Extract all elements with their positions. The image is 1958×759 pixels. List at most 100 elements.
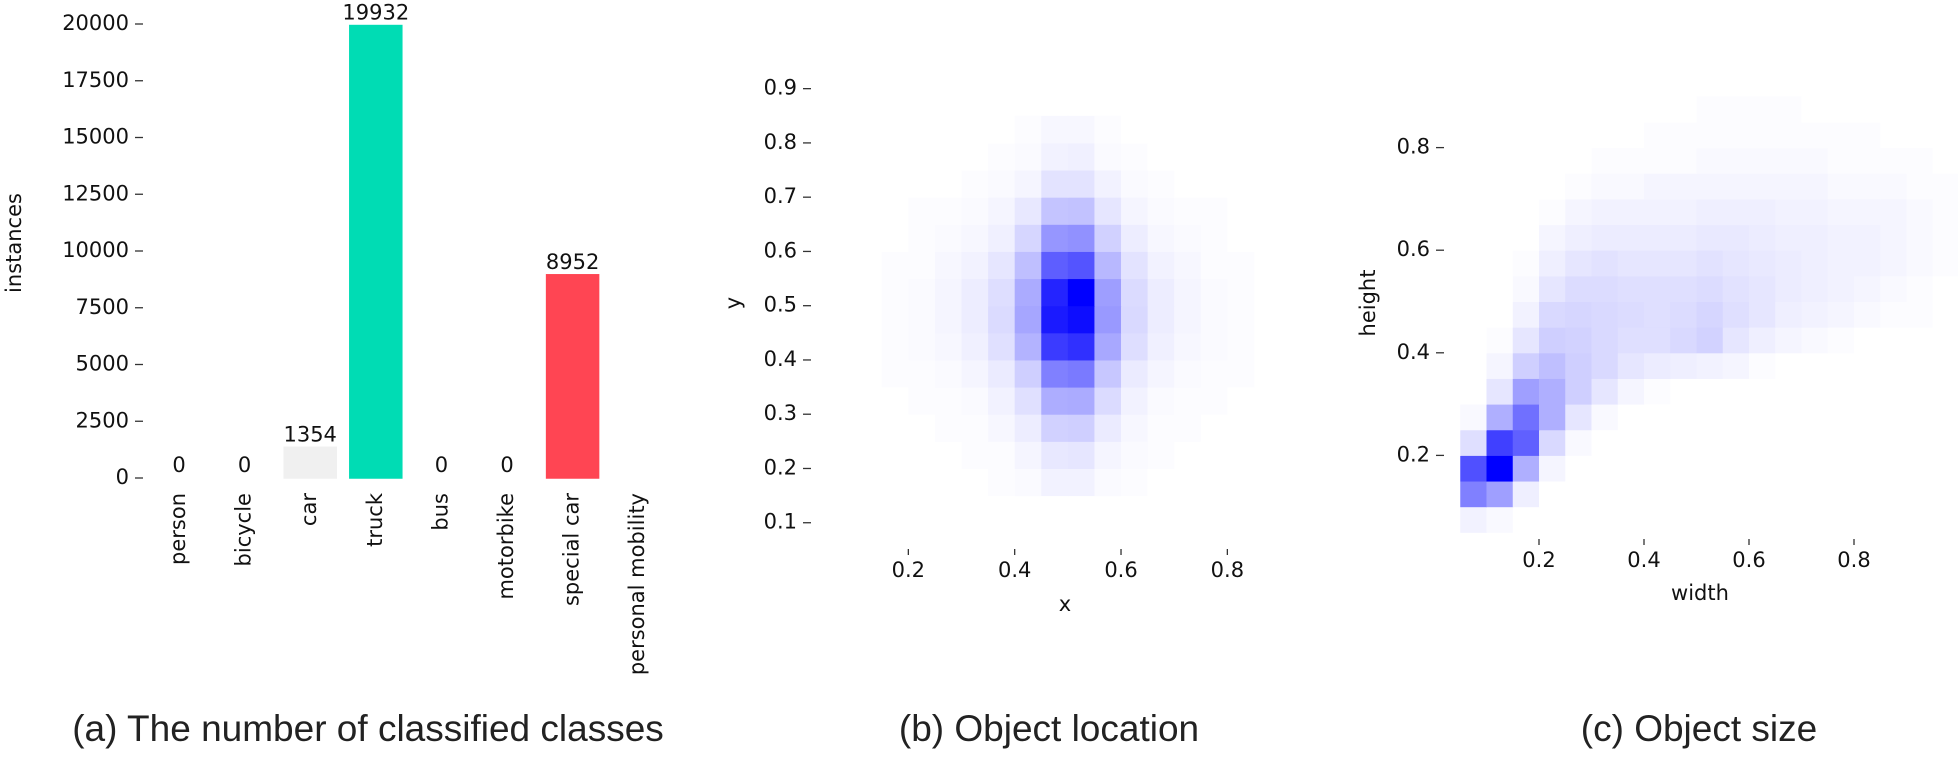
heat-cell (1880, 404, 1907, 431)
y-tick-label: 0.8 (1397, 135, 1430, 159)
heat-cell (1147, 468, 1175, 497)
heat-cell (934, 197, 963, 225)
heat-cell (1094, 224, 1122, 252)
heat-cell (1512, 404, 1540, 431)
heat-cell (1434, 250, 1461, 277)
heat-cell (1434, 147, 1461, 174)
heat-cell (1749, 301, 1776, 328)
heat-cell (1801, 147, 1829, 174)
heat-cell (1827, 378, 1855, 405)
heat-cell (1854, 173, 1881, 200)
heat-cell (1147, 224, 1175, 252)
heat-cell (1591, 250, 1619, 277)
heat-cell (1041, 197, 1069, 225)
heat-cell (1854, 275, 1881, 302)
heat-cell (1880, 275, 1907, 302)
heat-cell (934, 305, 963, 334)
heat-cell (1591, 378, 1619, 405)
heat-cell (1617, 378, 1645, 405)
heat-cell (1906, 327, 1934, 354)
heat-cell (934, 414, 963, 442)
heat-cell (881, 387, 909, 415)
heat-cell (1670, 506, 1697, 533)
heat-cell (1227, 332, 1255, 361)
heat-cell (908, 468, 936, 497)
heat-cell (1854, 404, 1881, 431)
heat-cell (1434, 121, 1461, 149)
heat-cell (1827, 198, 1855, 226)
heat-cell (881, 142, 909, 171)
heat-cell (1200, 170, 1228, 198)
heat-cell (1014, 468, 1042, 497)
heat-cell (934, 224, 963, 252)
heat-cell (1827, 429, 1855, 456)
heat-cell (1094, 115, 1122, 144)
heat-cell (1775, 429, 1802, 456)
heat-cell (1460, 506, 1487, 533)
caption: (a) The number of classified classes (72, 708, 664, 749)
heat-cell (1539, 481, 1566, 508)
heat-cell (1460, 327, 1487, 354)
heat-cell (1906, 301, 1934, 328)
heat-cell (1486, 301, 1514, 328)
heat-cell (1880, 173, 1907, 200)
heat-cell (1801, 224, 1829, 251)
y-tick-label: 17500 (62, 68, 129, 92)
heat-cell (1512, 275, 1540, 302)
heat-cell (1854, 352, 1881, 379)
heat-cell (1644, 404, 1671, 431)
heat-cell (1434, 275, 1461, 302)
heat-cell (1067, 197, 1095, 225)
heat-cell (1591, 275, 1619, 302)
y-tick-label: 0.9 (764, 76, 797, 100)
heat-cell (908, 170, 936, 198)
heat-cell (1801, 352, 1829, 379)
heat-cell (1014, 387, 1042, 415)
heat-cell (1801, 327, 1829, 354)
heat-cell (1644, 352, 1671, 379)
heat-cell (1591, 147, 1619, 174)
heat-cell (1696, 147, 1724, 174)
heat-cell (1775, 250, 1802, 277)
heat-cell (1486, 250, 1514, 277)
heat-cell (988, 224, 1016, 252)
value-label: 0 (172, 453, 185, 477)
heat-cell (1775, 224, 1802, 251)
heat-cell (988, 115, 1016, 144)
heat-cell (934, 441, 963, 469)
heat-cell (1670, 224, 1697, 251)
heat-cell (934, 170, 963, 198)
heat-cell (1174, 468, 1202, 497)
heat-cell (988, 441, 1016, 469)
heat-cell (1565, 275, 1592, 302)
heat-cell (1854, 250, 1881, 277)
heat-cell (1801, 250, 1829, 277)
heat-cell (934, 332, 963, 361)
heat-cell (1200, 359, 1228, 388)
bar (283, 446, 337, 479)
heat-cell (1539, 429, 1566, 456)
heat-cell (988, 278, 1016, 307)
heat-cell (1854, 301, 1881, 328)
heat-cell (1932, 404, 1958, 431)
heat-cell (1227, 414, 1255, 442)
heat-cell (1670, 173, 1697, 200)
heat-cell (1041, 115, 1069, 144)
heat-cell (1591, 173, 1619, 200)
heat-cell (1722, 224, 1750, 251)
heat-cell (1722, 429, 1750, 456)
heat-cell (1174, 441, 1202, 469)
heat-cell (961, 387, 989, 415)
heat-cell (1854, 147, 1881, 174)
heat-cell (1880, 327, 1907, 354)
heat-cell (1200, 305, 1228, 334)
heat-cell (1067, 359, 1095, 388)
heat-cell (1722, 506, 1750, 533)
heat-cell (1880, 352, 1907, 379)
heat-cell (1801, 198, 1829, 226)
heat-cell (1722, 250, 1750, 277)
heat-cell (1932, 250, 1958, 277)
heat-cell (988, 359, 1016, 388)
heat-cell (1200, 387, 1228, 415)
heat-cell (1801, 121, 1829, 149)
